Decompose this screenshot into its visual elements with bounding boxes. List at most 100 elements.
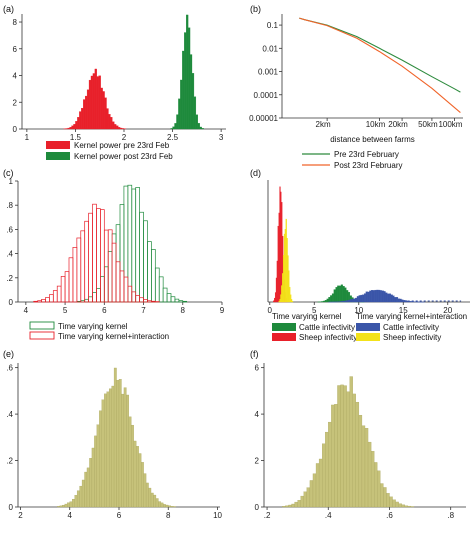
- histogram-bar: [170, 506, 174, 508]
- histogram-bar: [118, 379, 122, 508]
- histogram-bar: [116, 125, 119, 130]
- histogram-bar: [141, 462, 144, 508]
- histogram-bar: [96, 424, 100, 508]
- histogram-bar: [300, 495, 304, 508]
- histogram-bar: [379, 290, 383, 303]
- histogram-bar: [182, 50, 185, 130]
- histogram-bar: [115, 224, 121, 303]
- histogram-bar: [111, 233, 117, 303]
- histogram-bar: [123, 185, 129, 303]
- y-tick-label: .6: [6, 225, 13, 234]
- histogram-bar: [178, 300, 184, 303]
- histogram-bar: [403, 300, 406, 303]
- panel-e: (e) 2 4 6 8 10 0 .2 .4 .6: [3, 349, 223, 520]
- histogram-bar: [180, 79, 183, 130]
- histogram-bar: [404, 300, 407, 303]
- histogram-bar: [123, 276, 129, 303]
- legend-swatch: [272, 323, 296, 331]
- histogram-bar: [346, 391, 350, 508]
- histogram-bar: [334, 404, 338, 508]
- histogram-bar: [355, 297, 358, 303]
- histogram-bar: [340, 301, 343, 303]
- histogram-bar: [100, 276, 105, 303]
- histogram-bar: [69, 501, 73, 508]
- histogram-bar: [397, 298, 400, 303]
- histogram-bar: [312, 473, 317, 508]
- x-tick-label: 5: [312, 306, 317, 315]
- histogram-bar: [148, 487, 152, 508]
- histogram-bar: [111, 242, 117, 303]
- histogram-bar: [64, 271, 70, 303]
- y-tick-label: 0.0001: [254, 91, 279, 100]
- x-tick-label: 5: [63, 306, 68, 315]
- histogram-bar: [96, 288, 101, 303]
- histogram-bar: [344, 287, 347, 303]
- histogram-bar: [104, 97, 107, 130]
- histogram-bar: [388, 293, 391, 303]
- histogram-bar: [395, 297, 399, 303]
- y-tick-label: .4: [6, 410, 13, 419]
- panel-label: (b): [250, 4, 261, 14]
- histogram-bar: [337, 385, 341, 508]
- histogram-bar: [158, 276, 164, 303]
- x-tick-label: 100km: [438, 120, 462, 129]
- histogram-bar: [103, 266, 109, 303]
- histogram-bar: [285, 505, 289, 508]
- histogram-bar: [342, 300, 345, 303]
- histogram-bar: [195, 114, 198, 130]
- x-tick-label: 9: [220, 306, 225, 315]
- histogram-bar: [328, 297, 331, 303]
- histogram-bar: [399, 298, 402, 303]
- y-tick-label: 0.001: [258, 68, 279, 77]
- histogram-bar: [324, 300, 327, 303]
- histogram-bar: [45, 297, 50, 303]
- x-tick-label: 4: [24, 306, 29, 315]
- histogram-bar: [84, 471, 88, 508]
- histogram-bar: [86, 467, 90, 508]
- histogram-bar: [74, 495, 78, 508]
- histogram-bar: [60, 276, 66, 303]
- histogram-bar: [303, 491, 307, 508]
- histogram-bar: [367, 291, 370, 303]
- y-tick-label: .2: [6, 457, 13, 466]
- histogram-bar: [331, 404, 335, 508]
- histogram-bar: [72, 498, 75, 508]
- legend-label: Kernel power pre 23rd Feb: [74, 141, 170, 150]
- y-tick-label: 0: [9, 298, 14, 307]
- histogram-bar: [356, 296, 359, 303]
- histogram-bar: [335, 287, 338, 303]
- histogram-bar: [126, 394, 130, 508]
- histogram-bar: [75, 121, 78, 130]
- histogram-bar: [343, 385, 347, 508]
- histogram-bar: [347, 299, 351, 303]
- histogram-bar: [370, 451, 375, 508]
- histogram-bar: [143, 220, 148, 303]
- legend-label: Time varying kernel+interaction: [58, 332, 169, 341]
- histogram-bar: [386, 493, 390, 508]
- histogram-bar: [372, 290, 375, 303]
- histogram-bar: [351, 298, 354, 303]
- histogram-bar: [288, 270, 290, 303]
- histogram-bar: [404, 505, 408, 508]
- x-tick-label: 0: [268, 306, 273, 315]
- histogram-bar: [79, 485, 83, 508]
- histogram-bar: [337, 285, 340, 303]
- panel-label: (e): [3, 349, 14, 359]
- histogram-bar: [381, 290, 384, 303]
- histogram-bar: [377, 470, 381, 508]
- legend-label: Cattle infectivity: [383, 323, 439, 332]
- x-tick-label: 6: [102, 306, 107, 315]
- histogram-bar: [115, 261, 121, 303]
- histogram-bar: [166, 293, 172, 303]
- histogram-bar: [127, 184, 133, 303]
- y-tick-label: 1: [9, 177, 14, 186]
- histogram-bar: [178, 98, 181, 130]
- histogram-bar: [170, 128, 173, 130]
- histogram-bar: [291, 503, 295, 508]
- histogram-bar: [94, 68, 97, 130]
- y-tick-label: .2: [6, 274, 13, 283]
- histogram-bar: [81, 479, 85, 508]
- histogram-bar: [344, 300, 347, 303]
- legend-swatch: [356, 323, 380, 331]
- histogram-bar: [294, 501, 298, 508]
